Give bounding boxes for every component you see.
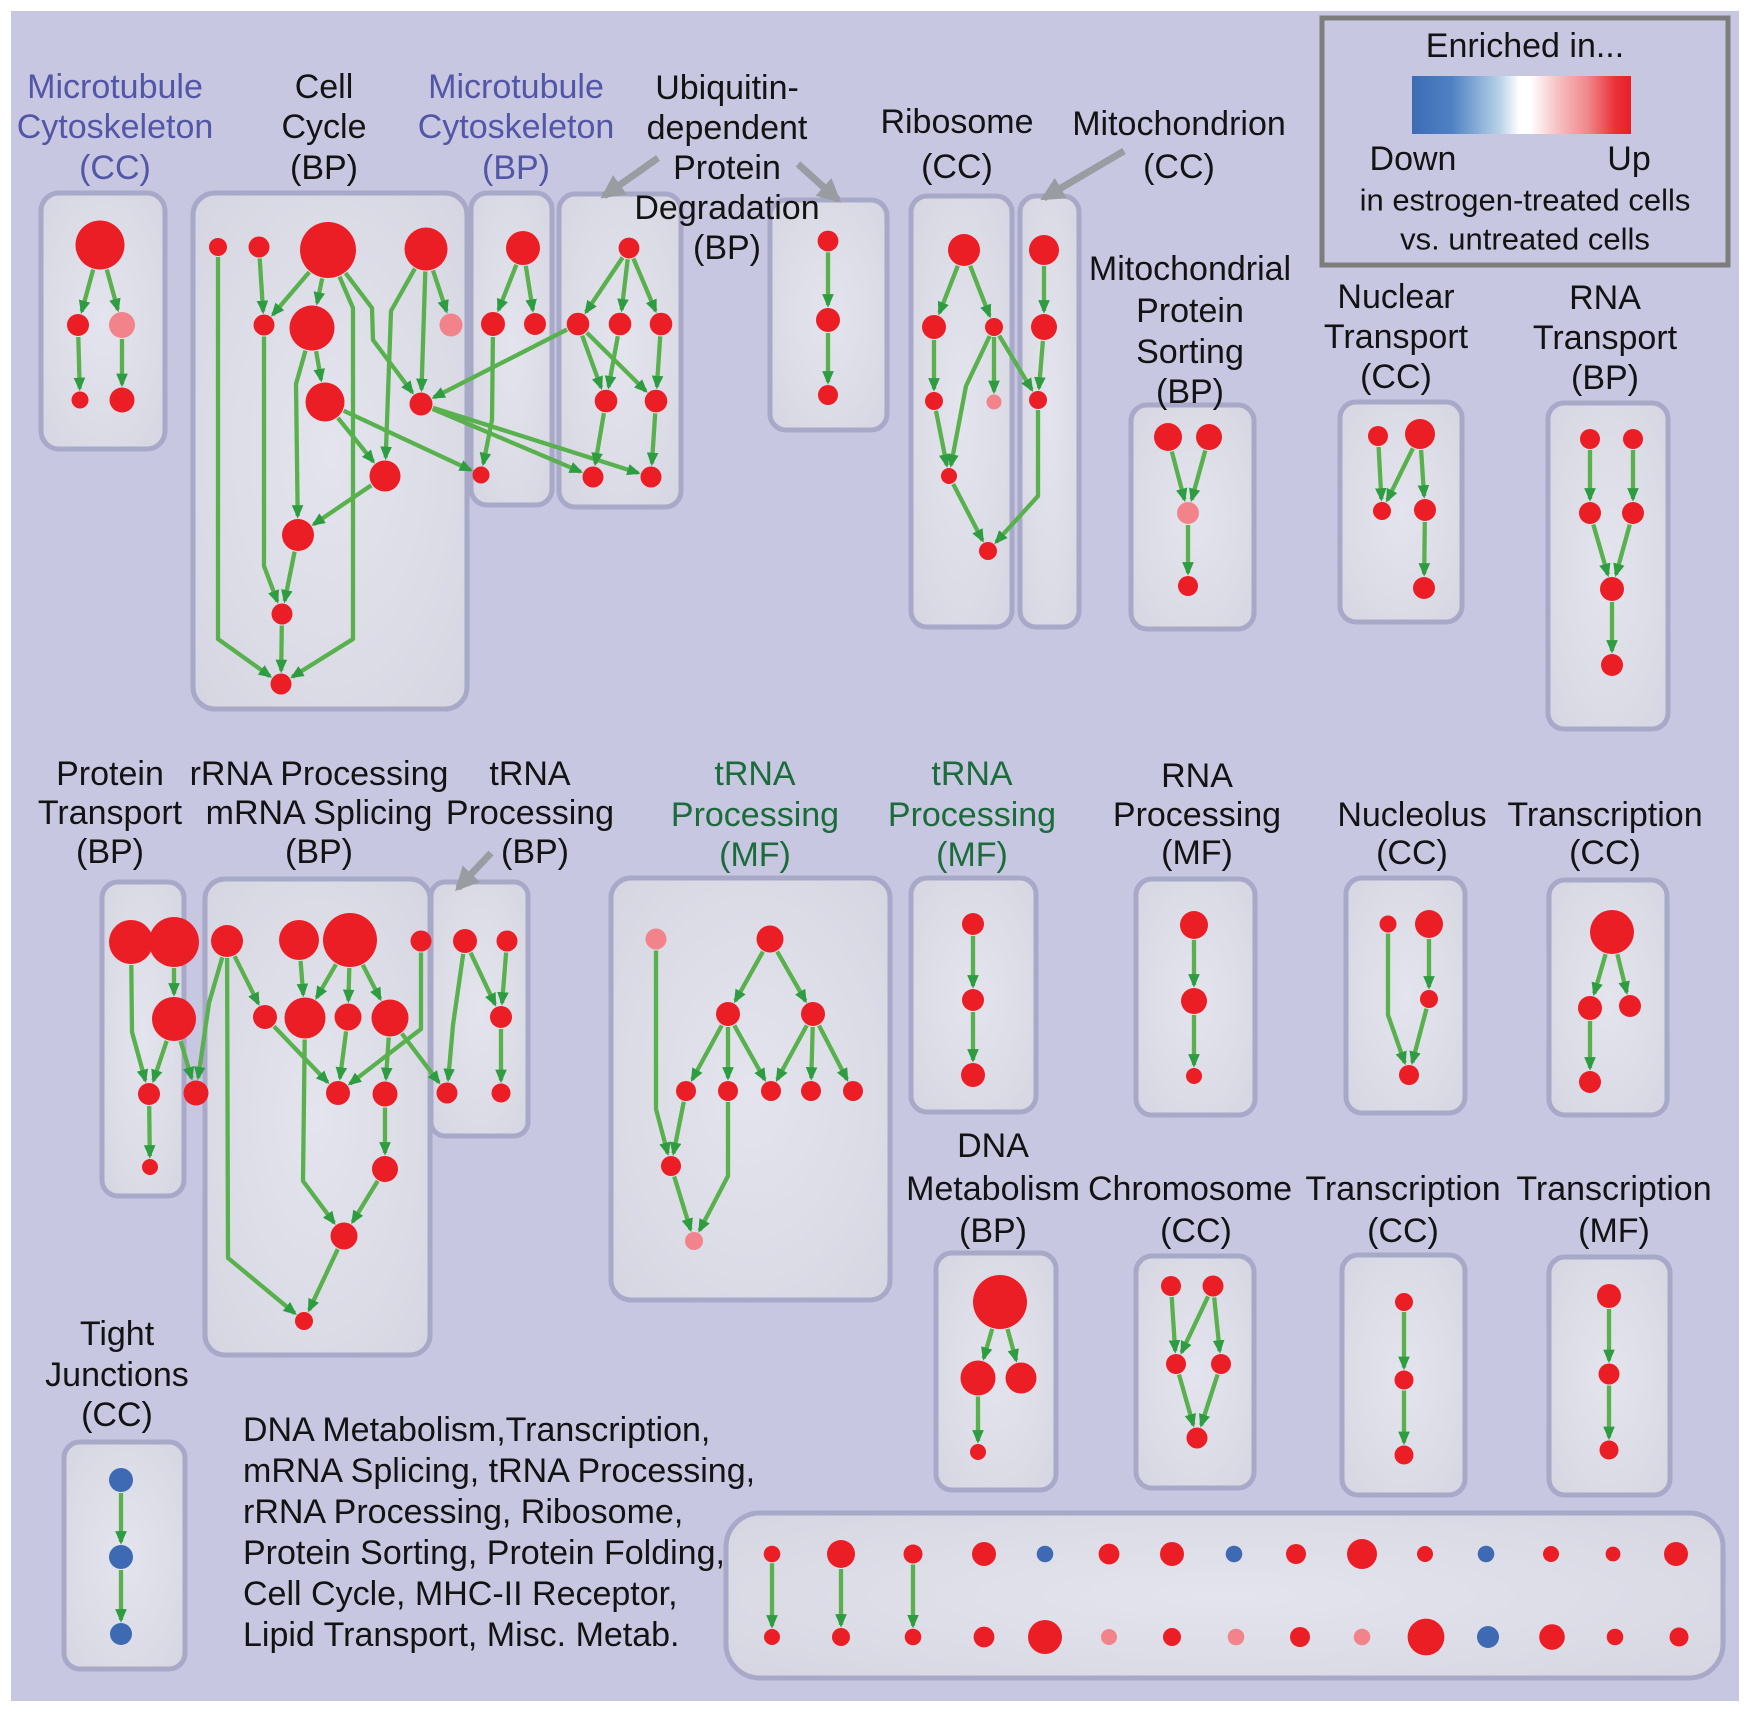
svg-text:Cytoskeleton: Cytoskeleton xyxy=(418,108,615,146)
svg-text:rRNA Processing: rRNA Processing xyxy=(190,755,449,793)
svg-text:Mitochondrion: Mitochondrion xyxy=(1072,105,1286,143)
svg-text:Ubiquitin-: Ubiquitin- xyxy=(655,69,799,107)
svg-text:tRNA: tRNA xyxy=(714,755,796,793)
svg-text:(BP): (BP) xyxy=(693,229,761,267)
svg-text:(CC): (CC) xyxy=(1143,148,1215,186)
svg-text:Ribosome: Ribosome xyxy=(880,103,1033,141)
svg-text:Nuclear: Nuclear xyxy=(1337,278,1454,316)
svg-text:Transcription: Transcription xyxy=(1305,1170,1500,1208)
svg-text:Processing: Processing xyxy=(671,796,839,834)
svg-text:(BP): (BP) xyxy=(76,833,144,871)
svg-text:mRNA Splicing: mRNA Splicing xyxy=(206,794,433,832)
svg-text:Mitochondrial: Mitochondrial xyxy=(1089,250,1291,288)
svg-text:rRNA Processing, Ribosome,: rRNA Processing, Ribosome, xyxy=(243,1493,683,1531)
svg-text:(BP): (BP) xyxy=(1571,359,1639,397)
svg-text:(BP): (BP) xyxy=(501,833,569,871)
svg-text:Processing: Processing xyxy=(888,796,1056,834)
svg-text:Nucleolus: Nucleolus xyxy=(1337,796,1486,834)
svg-text:Degradation: Degradation xyxy=(634,189,819,227)
svg-text:Protein: Protein xyxy=(1136,292,1244,330)
svg-text:Chromosome: Chromosome xyxy=(1088,1170,1292,1208)
svg-text:DNA: DNA xyxy=(957,1127,1029,1165)
svg-text:Protein: Protein xyxy=(673,149,781,187)
svg-text:Up: Up xyxy=(1607,140,1650,178)
svg-text:(BP): (BP) xyxy=(959,1212,1027,1250)
svg-text:(CC): (CC) xyxy=(921,148,993,186)
svg-text:DNA Metabolism,Transcription,: DNA Metabolism,Transcription, xyxy=(243,1411,710,1449)
svg-text:Microtubule: Microtubule xyxy=(428,68,604,106)
svg-text:Cell Cycle, MHC-II Receptor,: Cell Cycle, MHC-II Receptor, xyxy=(243,1575,678,1613)
svg-text:Transport: Transport xyxy=(38,794,183,832)
svg-text:Sorting: Sorting xyxy=(1136,333,1244,371)
svg-text:Protein Sorting, Protein Foldi: Protein Sorting, Protein Folding, xyxy=(243,1534,725,1572)
svg-text:(CC): (CC) xyxy=(1376,834,1448,872)
svg-text:dependent: dependent xyxy=(647,109,808,147)
svg-text:Processing: Processing xyxy=(1113,796,1281,834)
svg-text:Junctions: Junctions xyxy=(45,1356,189,1394)
svg-text:mRNA Splicing, tRNA Processing: mRNA Splicing, tRNA Processing, xyxy=(243,1452,755,1490)
svg-text:(BP): (BP) xyxy=(285,833,353,871)
svg-text:(CC): (CC) xyxy=(79,149,151,187)
svg-text:tRNA: tRNA xyxy=(489,755,571,793)
svg-text:vs. untreated cells: vs. untreated cells xyxy=(1400,222,1650,257)
svg-text:in estrogen-treated cells: in estrogen-treated cells xyxy=(1360,183,1691,218)
svg-text:(CC): (CC) xyxy=(1360,358,1432,396)
svg-text:tRNA: tRNA xyxy=(931,755,1013,793)
svg-text:(CC): (CC) xyxy=(1367,1212,1439,1250)
svg-text:Tight: Tight xyxy=(80,1315,155,1353)
svg-text:Processing: Processing xyxy=(446,794,614,832)
svg-text:Cell: Cell xyxy=(295,68,354,106)
svg-text:(MF): (MF) xyxy=(719,836,791,874)
svg-text:(CC): (CC) xyxy=(1160,1212,1232,1250)
svg-text:Protein: Protein xyxy=(56,755,164,793)
svg-text:(BP): (BP) xyxy=(290,149,358,187)
svg-text:(BP): (BP) xyxy=(482,149,550,187)
svg-text:(MF): (MF) xyxy=(1161,834,1233,872)
svg-text:Transcription: Transcription xyxy=(1507,796,1702,834)
svg-text:Enriched in...: Enriched in... xyxy=(1426,27,1624,65)
svg-text:Lipid Transport, Misc. Metab.: Lipid Transport, Misc. Metab. xyxy=(243,1616,680,1654)
svg-text:Transport: Transport xyxy=(1533,319,1678,357)
svg-text:RNA: RNA xyxy=(1161,757,1233,795)
svg-text:Transcription: Transcription xyxy=(1516,1170,1711,1208)
svg-text:Transport: Transport xyxy=(1324,318,1469,356)
svg-text:(MF): (MF) xyxy=(1578,1212,1650,1250)
svg-text:Cytoskeleton: Cytoskeleton xyxy=(17,108,214,146)
svg-text:(MF): (MF) xyxy=(936,836,1008,874)
svg-text:Microtubule: Microtubule xyxy=(27,68,203,106)
svg-text:Cycle: Cycle xyxy=(281,108,366,146)
svg-text:(CC): (CC) xyxy=(81,1396,153,1434)
svg-text:Down: Down xyxy=(1370,140,1457,178)
svg-text:(CC): (CC) xyxy=(1569,834,1641,872)
svg-text:RNA: RNA xyxy=(1569,279,1641,317)
svg-text:Metabolism: Metabolism xyxy=(906,1170,1080,1208)
svg-text:(BP): (BP) xyxy=(1156,373,1224,411)
